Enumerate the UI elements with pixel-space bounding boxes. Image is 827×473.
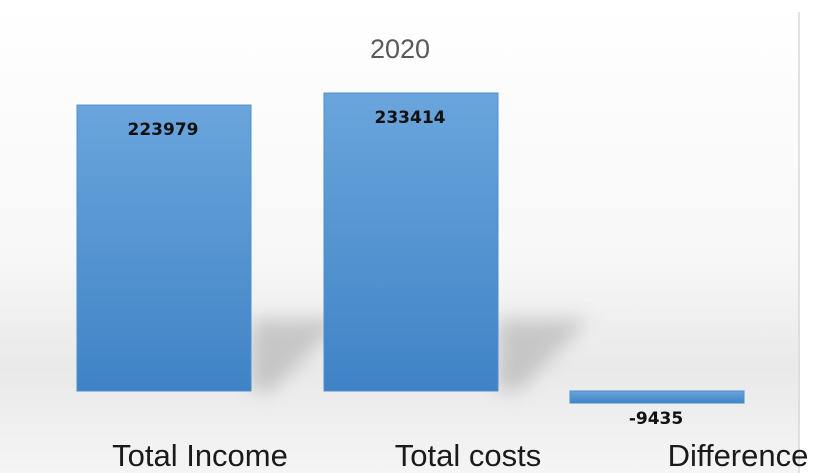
category-label-total-costs: Total costs bbox=[395, 438, 541, 473]
bars-group bbox=[76, 92, 745, 404]
bar-shadow bbox=[498, 319, 590, 391]
category-label-difference: Difference bbox=[668, 438, 809, 473]
bar-shadow bbox=[251, 319, 343, 391]
category-labels-group: Total Income Total costs Difference bbox=[112, 438, 808, 473]
bar-difference bbox=[569, 390, 745, 404]
data-label-difference: -9435 bbox=[629, 409, 683, 429]
bar-total-income bbox=[76, 104, 252, 392]
category-label-total-income: Total Income bbox=[112, 438, 288, 473]
bar-shadows bbox=[251, 319, 590, 391]
data-labels-group: 223979 233414 -9435 bbox=[128, 108, 684, 429]
data-label-total-income: 223979 bbox=[128, 120, 199, 140]
data-label-total-costs: 233414 bbox=[375, 108, 446, 128]
chart-title: 2020 bbox=[370, 34, 430, 64]
bar-total-costs bbox=[323, 92, 499, 392]
